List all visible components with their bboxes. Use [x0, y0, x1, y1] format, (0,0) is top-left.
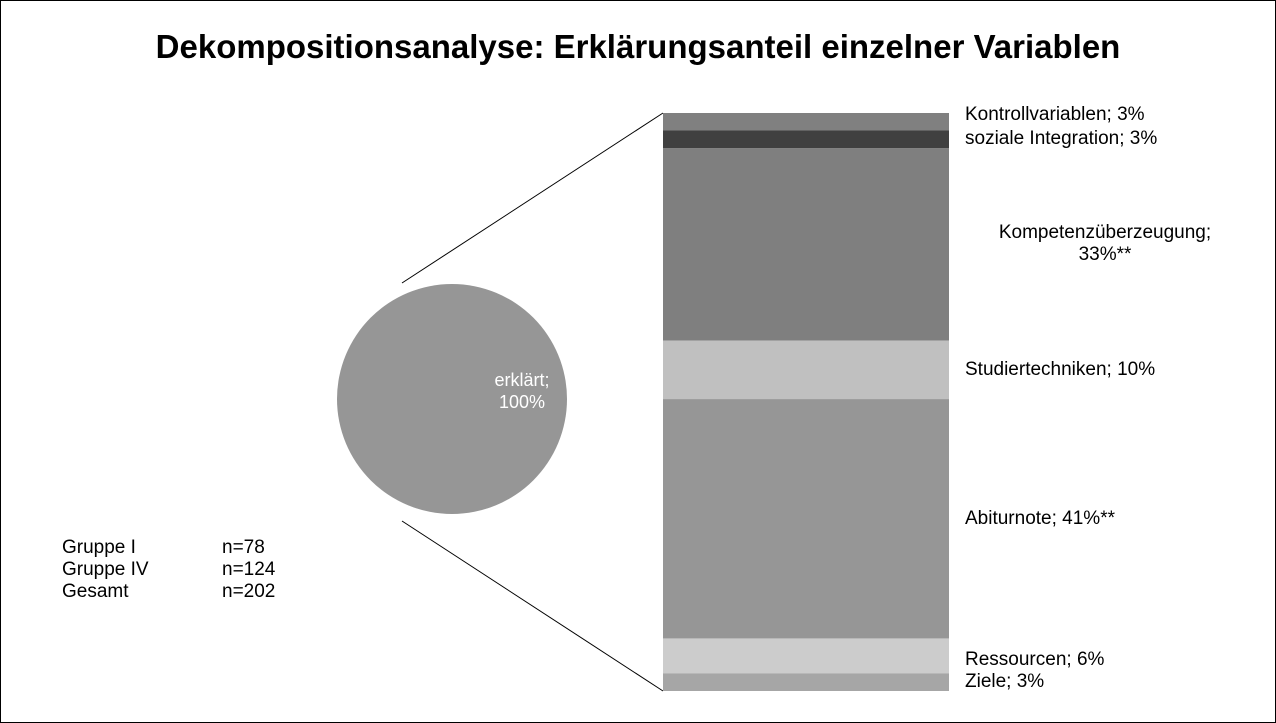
connector	[401, 520, 664, 692]
chart-title: Dekompositionsanalyse: Erklärungsanteil …	[155, 28, 1121, 65]
segment-label: Kontrollvariablen; 3%	[965, 103, 1145, 125]
segment-label: Ziele; 3%	[965, 671, 1045, 693]
pie-slice	[337, 284, 567, 514]
note-value: n=78	[222, 537, 265, 558]
bar-segment	[663, 638, 949, 674]
bar-segment	[663, 148, 949, 341]
segment-label: soziale Integration; 3%	[965, 128, 1158, 150]
segment-label: Kompetenzüberzeugung; 33%**	[998, 222, 1212, 266]
segment-label: Ressourcen; 6%	[965, 648, 1105, 670]
bar-segment	[663, 340, 949, 400]
bar-segment	[663, 399, 949, 639]
segment-label: Abiturnote; 41%**	[965, 507, 1115, 529]
note-value: n=202	[222, 581, 276, 602]
connector	[401, 112, 664, 284]
segment-label: Studiertechniken; 10%	[965, 358, 1156, 380]
bar-segment	[663, 130, 949, 149]
bar-segment	[663, 113, 949, 131]
note-label: Gesamt	[62, 581, 129, 602]
note-label: Gruppe I	[62, 537, 136, 558]
note-label: Gruppe IV	[62, 559, 149, 580]
bar-segment	[663, 673, 949, 691]
pie-label: erklärt; 100%	[494, 370, 550, 412]
note-value: n=124	[222, 559, 276, 580]
